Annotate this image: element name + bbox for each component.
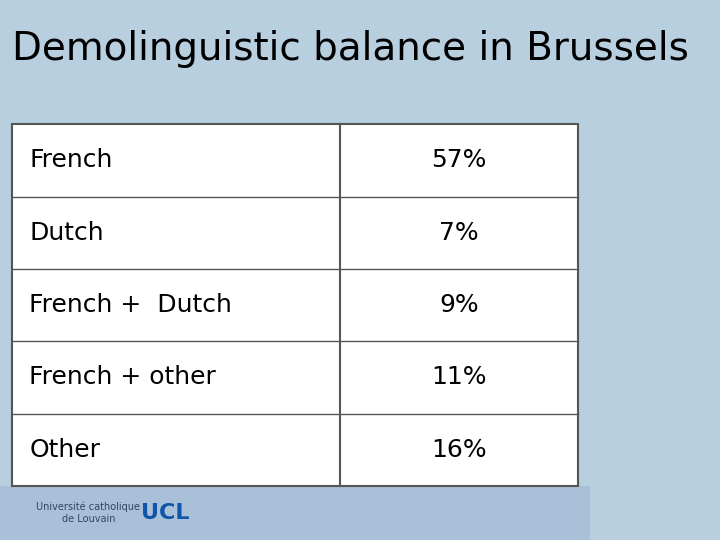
Text: UCL: UCL: [141, 503, 189, 523]
Text: French +  Dutch: French + Dutch: [30, 293, 233, 317]
Text: Dutch: Dutch: [30, 221, 104, 245]
Text: Demolinguistic balance in Brussels: Demolinguistic balance in Brussels: [12, 30, 688, 68]
Text: French + other: French + other: [30, 366, 217, 389]
Text: 11%: 11%: [431, 366, 487, 389]
Text: 7%: 7%: [439, 221, 479, 245]
Text: French: French: [30, 148, 113, 172]
Text: 16%: 16%: [431, 438, 487, 462]
FancyBboxPatch shape: [0, 486, 590, 540]
Text: Université catholique
de Louvain: Université catholique de Louvain: [37, 502, 140, 524]
FancyBboxPatch shape: [12, 124, 578, 486]
Text: 57%: 57%: [431, 148, 487, 172]
Text: Other: Other: [30, 438, 101, 462]
Text: 9%: 9%: [439, 293, 479, 317]
